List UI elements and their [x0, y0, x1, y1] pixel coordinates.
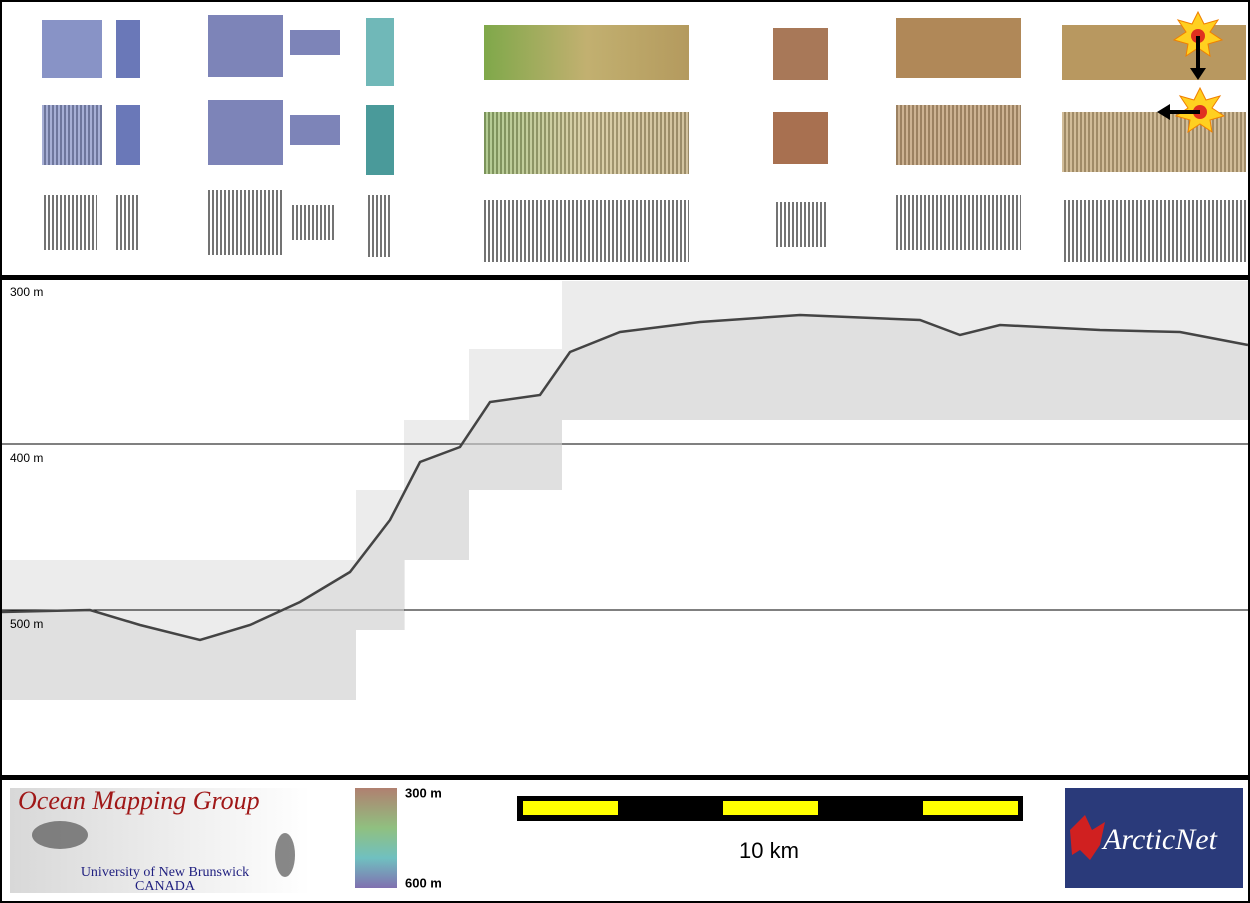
scale-label: 10 km	[739, 838, 799, 863]
colorbar: 300 m 600 m	[355, 785, 442, 890]
arcticnet-logo: ArcticNet	[1065, 788, 1243, 888]
seafloor-profile	[1, 313, 1249, 642]
colorbar-label: 300 m	[405, 785, 442, 800]
separator	[0, 775, 1250, 780]
omg-country: CANADA	[135, 879, 196, 894]
profile-noise	[2, 315, 1248, 700]
omg-logo: Ocean Mapping Group University of New Br…	[10, 786, 310, 894]
depth-label: 400 m	[10, 451, 43, 465]
sun-icons	[1157, 10, 1226, 134]
scale-bar: 10 km	[517, 796, 1023, 863]
depth-label: 300 m	[10, 285, 43, 299]
thumbnails	[42, 10, 1246, 262]
arcticnet-text: ArcticNet	[1101, 823, 1218, 856]
row-3	[42, 190, 1246, 262]
row-2	[42, 100, 1246, 175]
row-1	[42, 15, 1246, 86]
depth-label: 500 m	[10, 617, 43, 631]
omg-university: University of New Brunswick	[81, 865, 249, 880]
colorbar-label: 600 m	[405, 875, 442, 890]
profile-panel: 300 m 400 m 500 m	[1, 281, 1249, 700]
separator	[0, 275, 1250, 280]
omg-title: Ocean Mapping Group	[18, 786, 260, 815]
